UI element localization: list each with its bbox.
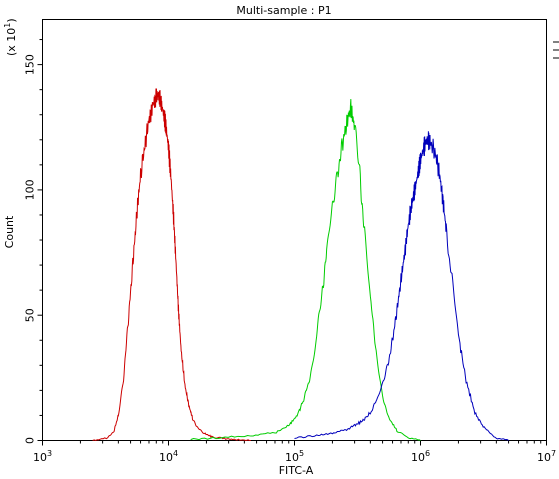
x-tick-base: 10 [159,451,173,464]
y-tick-label: 150 [24,54,37,75]
y-tick-label: 50 [24,308,37,322]
x-tick-exponent: 3 [47,449,52,458]
series-line-1 [92,88,251,442]
x-tick-base: 10 [537,451,551,464]
y-multiplier-prefix: (x 10 [5,28,18,56]
series-line-3 [294,131,509,441]
y-multiplier-label: (x 101) [3,18,18,56]
x-tick-exponent: 6 [425,449,430,458]
plot-frame [42,19,547,441]
x-tick-label: 105 [285,449,304,464]
x-tick-label: 107 [537,449,556,464]
x-tick-label: 104 [159,449,178,464]
y-tick-label: 0 [24,437,37,444]
x-axis-label: FITC-A [279,464,314,477]
svg-text:(x 101): (x 101) [3,18,18,56]
y-multiplier-exponent: 1 [3,23,12,28]
x-tick-base: 10 [285,451,299,464]
y-axis-label: Count [3,215,16,248]
x-tick-label: 106 [411,449,430,464]
series-line-2 [190,99,421,441]
series-layer [92,88,509,442]
x-tick-label: 103 [33,449,52,464]
legend-clipped [553,41,559,59]
x-tick-exponent: 7 [551,449,556,458]
y-multiplier-suffix: ) [5,18,18,22]
x-tick-exponent: 4 [173,449,178,458]
x-tick-base: 10 [411,451,425,464]
y-tick-label: 100 [24,179,37,200]
chart-title: Multi-sample : P1 [236,4,331,17]
x-tick-exponent: 5 [299,449,304,458]
x-tick-base: 10 [33,451,47,464]
